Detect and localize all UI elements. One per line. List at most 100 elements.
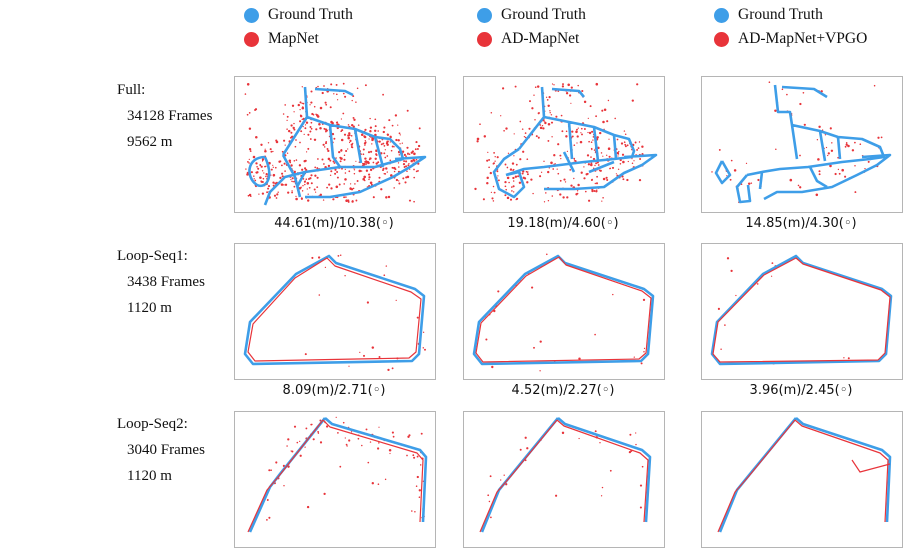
prediction-point bbox=[387, 140, 389, 143]
prediction-point bbox=[364, 179, 366, 182]
prediction-point bbox=[537, 112, 540, 115]
prediction-point bbox=[504, 185, 507, 188]
prediction-point bbox=[563, 178, 566, 181]
prediction-point bbox=[557, 143, 560, 146]
prediction-point bbox=[252, 155, 256, 159]
prediction-point bbox=[474, 187, 477, 191]
prediction-point bbox=[286, 152, 289, 154]
prediction-point bbox=[385, 167, 388, 170]
prediction-point bbox=[606, 120, 609, 123]
prediction-point bbox=[581, 89, 584, 93]
prediction-point bbox=[393, 187, 395, 189]
prediction-point bbox=[310, 182, 313, 185]
prediction-point bbox=[802, 91, 805, 94]
prediction-point bbox=[356, 87, 359, 90]
prediction-point bbox=[416, 475, 419, 479]
prediction-point bbox=[310, 127, 313, 130]
prediction-point bbox=[301, 86, 303, 88]
prediction-point bbox=[289, 161, 292, 164]
prediction-point bbox=[367, 151, 371, 154]
prediction-point bbox=[290, 131, 293, 134]
prediction-trajectory bbox=[475, 256, 652, 363]
prediction-scatter bbox=[474, 82, 644, 203]
prediction-point bbox=[258, 193, 260, 195]
prediction-point bbox=[417, 144, 421, 148]
error-label: 14.85(m)/4.30(◦) bbox=[745, 216, 857, 231]
prediction-point bbox=[818, 170, 821, 173]
prediction-point bbox=[720, 348, 722, 350]
prediction-point bbox=[506, 166, 509, 169]
prediction-point bbox=[726, 175, 728, 177]
prediction-point bbox=[315, 191, 317, 193]
prediction-point bbox=[282, 113, 285, 115]
prediction-point bbox=[362, 148, 365, 151]
prediction-point bbox=[355, 101, 357, 103]
row-distance: 1120 m bbox=[127, 300, 172, 316]
prediction-point bbox=[349, 139, 352, 142]
prediction-point bbox=[310, 174, 313, 177]
prediction-point bbox=[359, 170, 362, 172]
prediction-point bbox=[304, 159, 307, 162]
prediction-point bbox=[406, 175, 410, 179]
prediction-point bbox=[321, 91, 324, 95]
prediction-point bbox=[526, 171, 529, 173]
prediction-point bbox=[284, 104, 287, 106]
prediction-point bbox=[747, 182, 751, 185]
prediction-point bbox=[561, 130, 564, 133]
prediction-point bbox=[829, 164, 832, 168]
prediction-point bbox=[398, 180, 400, 182]
prediction-point bbox=[643, 347, 646, 350]
prediction-point bbox=[342, 92, 345, 95]
prediction-point bbox=[570, 86, 573, 89]
prediction-point bbox=[573, 159, 576, 161]
prediction-point bbox=[283, 162, 286, 165]
prediction-point bbox=[545, 192, 547, 194]
prediction-point bbox=[250, 171, 253, 174]
prediction-point bbox=[817, 158, 820, 161]
prediction-point bbox=[581, 133, 583, 136]
prediction-point bbox=[616, 138, 619, 141]
prediction-point bbox=[263, 172, 265, 174]
prediction-point bbox=[331, 132, 335, 136]
prediction-point bbox=[266, 499, 269, 501]
prediction-point bbox=[292, 126, 295, 130]
prediction-point bbox=[280, 164, 283, 167]
prediction-point bbox=[247, 161, 249, 163]
prediction-point bbox=[390, 149, 393, 152]
prediction-point bbox=[398, 182, 401, 185]
prediction-point bbox=[384, 478, 387, 481]
prediction-point bbox=[329, 159, 332, 162]
prediction-point bbox=[546, 99, 549, 101]
prediction-point bbox=[300, 197, 303, 199]
prediction-point bbox=[281, 172, 284, 175]
prediction-point bbox=[260, 143, 263, 146]
prediction-point bbox=[304, 127, 307, 130]
prediction-point bbox=[325, 129, 328, 132]
prediction-point bbox=[267, 142, 270, 144]
prediction-point bbox=[496, 156, 499, 159]
legend-label: MapNet bbox=[268, 30, 319, 47]
prediction-point bbox=[877, 136, 880, 139]
prediction-point bbox=[334, 172, 337, 175]
prediction-point bbox=[264, 165, 266, 168]
prediction-point bbox=[549, 112, 551, 114]
prediction-point bbox=[555, 115, 558, 118]
prediction-point bbox=[355, 160, 357, 162]
prediction-point bbox=[844, 175, 847, 178]
legend-label: Ground Truth bbox=[501, 6, 586, 23]
prediction-point bbox=[364, 144, 366, 147]
prediction-point bbox=[268, 516, 271, 519]
prediction-point bbox=[799, 154, 801, 157]
prediction-point bbox=[246, 83, 250, 86]
prediction-point bbox=[493, 152, 495, 154]
prediction-point bbox=[624, 143, 627, 146]
prediction-point bbox=[363, 135, 366, 138]
prediction-point bbox=[756, 283, 759, 285]
prediction-point bbox=[318, 122, 321, 126]
prediction-point bbox=[422, 331, 425, 333]
prediction-point bbox=[589, 105, 592, 108]
prediction-point bbox=[591, 189, 594, 193]
prediction-point bbox=[246, 113, 249, 116]
prediction-point bbox=[829, 127, 832, 130]
prediction-point bbox=[880, 136, 883, 139]
